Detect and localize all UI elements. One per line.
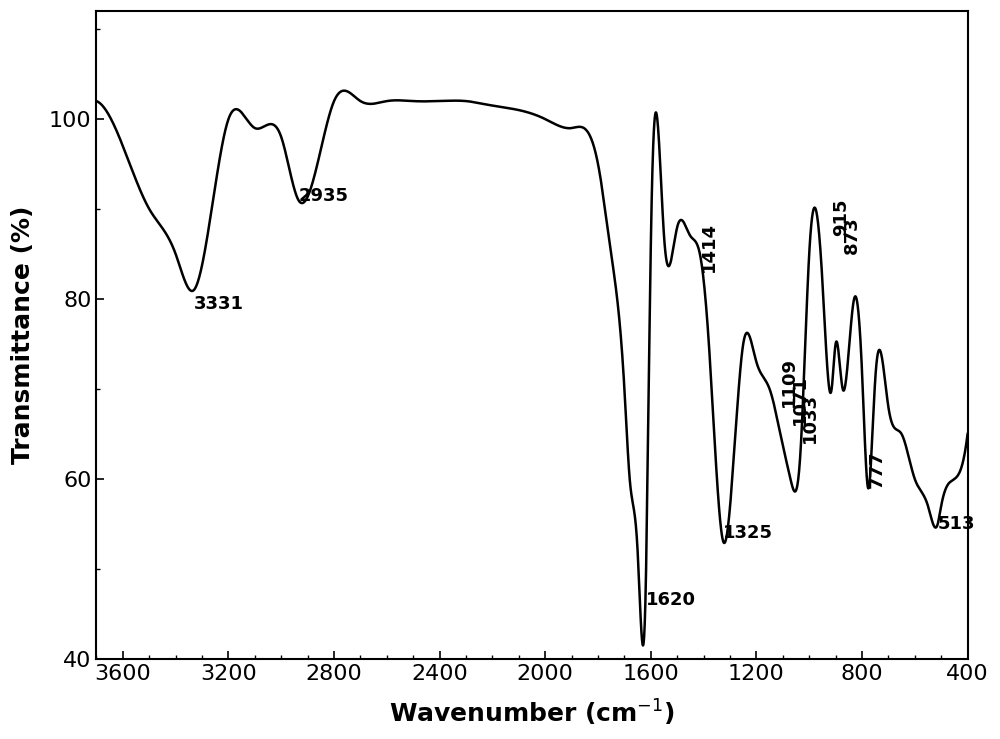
Text: 513: 513 [938,515,975,533]
X-axis label: Wavenumber (cm$^{-1}$): Wavenumber (cm$^{-1}$) [389,698,675,728]
Text: 1325: 1325 [723,524,773,542]
Text: 1071: 1071 [790,375,808,425]
Text: 1033: 1033 [800,393,818,443]
Text: 915: 915 [832,199,850,236]
Text: 873: 873 [843,217,861,254]
Y-axis label: Transmittance (%): Transmittance (%) [11,206,35,464]
Text: 3331: 3331 [194,295,244,313]
Text: 1414: 1414 [700,222,718,272]
Text: 1109: 1109 [780,357,798,407]
Text: 2935: 2935 [298,186,348,205]
Text: 777: 777 [868,451,886,488]
Text: 1620: 1620 [646,591,696,610]
